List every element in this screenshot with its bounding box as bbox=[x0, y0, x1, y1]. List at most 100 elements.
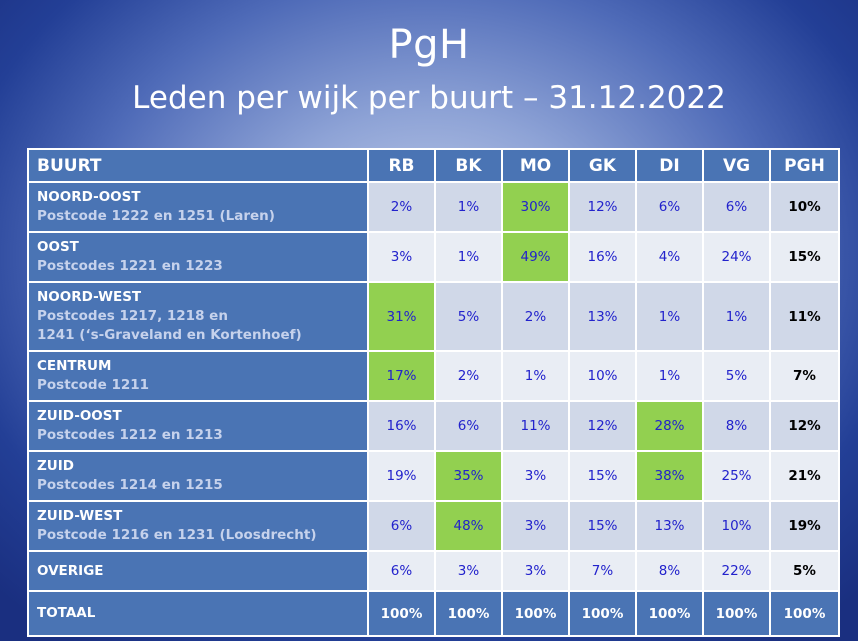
header-row: BUURT RB BK MO GK DI VG PGH bbox=[29, 150, 838, 183]
total-value-cell: 100% bbox=[436, 592, 503, 635]
buurt-postcode: Postcode 1222 en 1251 (Laren) bbox=[37, 208, 275, 224]
value-cell: 12% bbox=[570, 183, 637, 233]
value-cell: 6% bbox=[369, 552, 436, 592]
value-cell: 7% bbox=[570, 552, 637, 592]
pgh-total-cell: 21% bbox=[771, 452, 838, 502]
value-cell: 1% bbox=[637, 352, 704, 402]
buurt-postcode: Postcodes 1217, 1218 en bbox=[37, 308, 228, 324]
value-cell-highlight: 28% bbox=[637, 402, 704, 452]
value-cell: 5% bbox=[704, 352, 771, 402]
total-value-cell: 100% bbox=[771, 592, 838, 635]
value-cell: 1% bbox=[436, 183, 503, 233]
total-value-cell: 100% bbox=[637, 592, 704, 635]
value-cell: 8% bbox=[637, 552, 704, 592]
buurt-cell: OOST Postcodes 1221 en 1223 bbox=[29, 233, 369, 283]
value-cell: 10% bbox=[570, 352, 637, 402]
slide-title: PgH bbox=[388, 22, 470, 68]
value-cell: 1% bbox=[704, 283, 771, 352]
value-cell: 3% bbox=[503, 452, 570, 502]
total-value-cell: 100% bbox=[503, 592, 570, 635]
buurt-cell: ZUID Postcodes 1214 en 1215 bbox=[29, 452, 369, 502]
value-cell: 13% bbox=[637, 502, 704, 552]
pgh-total-cell: 12% bbox=[771, 402, 838, 452]
table-row: CENTRUM Postcode 1211 17% 2% 1% 10% 1% 5… bbox=[29, 352, 838, 402]
pgh-total-cell: 5% bbox=[771, 552, 838, 592]
header-rb: RB bbox=[369, 150, 436, 183]
header-di: DI bbox=[637, 150, 704, 183]
value-cell-highlight: 49% bbox=[503, 233, 570, 283]
header-mo: MO bbox=[503, 150, 570, 183]
value-cell: 19% bbox=[369, 452, 436, 502]
totals-label: TOTAAL bbox=[37, 605, 96, 621]
value-cell: 3% bbox=[369, 233, 436, 283]
value-cell: 10% bbox=[704, 502, 771, 552]
table-row: ZUID-OOST Postcodes 1212 en 1213 16% 6% … bbox=[29, 402, 838, 452]
value-cell: 3% bbox=[436, 552, 503, 592]
value-cell: 2% bbox=[369, 183, 436, 233]
value-cell: 25% bbox=[704, 452, 771, 502]
value-cell: 6% bbox=[369, 502, 436, 552]
pgh-total-cell: 10% bbox=[771, 183, 838, 233]
buurt-name: ZUID bbox=[37, 458, 74, 474]
value-cell: 2% bbox=[503, 283, 570, 352]
value-cell: 16% bbox=[570, 233, 637, 283]
buurt-postcode: Postcode 1216 en 1231 (Loosdrecht) bbox=[37, 527, 317, 543]
table-row: ZUID-WEST Postcode 1216 en 1231 (Loosdre… bbox=[29, 502, 838, 552]
buurt-postcode: Postcode 1211 bbox=[37, 377, 150, 393]
buurt-name: OVERIGE bbox=[37, 562, 104, 579]
value-cell: 1% bbox=[436, 233, 503, 283]
value-cell-highlight: 30% bbox=[503, 183, 570, 233]
buurt-postcode: Postcodes 1221 en 1223 bbox=[37, 258, 223, 274]
header-buurt: BUURT bbox=[29, 150, 369, 183]
value-cell: 3% bbox=[503, 552, 570, 592]
buurt-name: NOORD-WEST bbox=[37, 289, 142, 305]
pgh-total-cell: 11% bbox=[771, 283, 838, 352]
pgh-total-cell: 15% bbox=[771, 233, 838, 283]
value-cell-highlight: 31% bbox=[369, 283, 436, 352]
buurt-cell: ZUID-OOST Postcodes 1212 en 1213 bbox=[29, 402, 369, 452]
value-cell-highlight: 17% bbox=[369, 352, 436, 402]
value-cell: 3% bbox=[503, 502, 570, 552]
value-cell: 6% bbox=[704, 183, 771, 233]
buurt-name: ZUID-OOST bbox=[37, 408, 122, 424]
table-row: NOORD-WEST Postcodes 1217, 1218 en 1241 … bbox=[29, 283, 838, 352]
value-cell: 15% bbox=[570, 452, 637, 502]
totals-label-cell: TOTAAL bbox=[29, 592, 369, 635]
total-value-cell: 100% bbox=[570, 592, 637, 635]
totals-row: TOTAAL 100% 100% 100% 100% 100% 100% 100… bbox=[29, 592, 838, 635]
value-cell: 12% bbox=[570, 402, 637, 452]
value-cell: 8% bbox=[704, 402, 771, 452]
table-row: OOST Postcodes 1221 en 1223 3% 1% 49% 16… bbox=[29, 233, 838, 283]
value-cell: 15% bbox=[570, 502, 637, 552]
buurt-name: OOST bbox=[37, 239, 79, 255]
value-cell-highlight: 35% bbox=[436, 452, 503, 502]
value-cell: 22% bbox=[704, 552, 771, 592]
members-table: BUURT RB BK MO GK DI VG PGH NOORD-OOST P… bbox=[27, 148, 840, 637]
buurt-cell: CENTRUM Postcode 1211 bbox=[29, 352, 369, 402]
table-row: OVERIGE 6% 3% 3% 7% 8% 22% 5% bbox=[29, 552, 838, 592]
value-cell: 16% bbox=[369, 402, 436, 452]
value-cell: 1% bbox=[637, 283, 704, 352]
slide-subtitle: Leden per wijk per buurt – 31.12.2022 bbox=[132, 80, 726, 116]
buurt-cell: OVERIGE bbox=[29, 552, 369, 592]
buurt-cell: NOORD-WEST Postcodes 1217, 1218 en 1241 … bbox=[29, 283, 369, 352]
value-cell-highlight: 38% bbox=[637, 452, 704, 502]
value-cell: 4% bbox=[637, 233, 704, 283]
header-vg: VG bbox=[704, 150, 771, 183]
buurt-cell: NOORD-OOST Postcode 1222 en 1251 (Laren) bbox=[29, 183, 369, 233]
buurt-postcode-line2: 1241 (‘s-Graveland en Kortenhoef) bbox=[37, 327, 302, 343]
value-cell: 11% bbox=[503, 402, 570, 452]
pgh-total-cell: 7% bbox=[771, 352, 838, 402]
buurt-name: CENTRUM bbox=[37, 358, 112, 374]
value-cell: 2% bbox=[436, 352, 503, 402]
header-bk: BK bbox=[436, 150, 503, 183]
buurt-name: ZUID-WEST bbox=[37, 508, 123, 524]
value-cell: 6% bbox=[436, 402, 503, 452]
value-cell: 1% bbox=[503, 352, 570, 402]
value-cell: 6% bbox=[637, 183, 704, 233]
total-value-cell: 100% bbox=[369, 592, 436, 635]
buurt-cell: ZUID-WEST Postcode 1216 en 1231 (Loosdre… bbox=[29, 502, 369, 552]
buurt-postcode: Postcodes 1212 en 1213 bbox=[37, 427, 223, 443]
table-row: ZUID Postcodes 1214 en 1215 19% 35% 3% 1… bbox=[29, 452, 838, 502]
value-cell: 13% bbox=[570, 283, 637, 352]
